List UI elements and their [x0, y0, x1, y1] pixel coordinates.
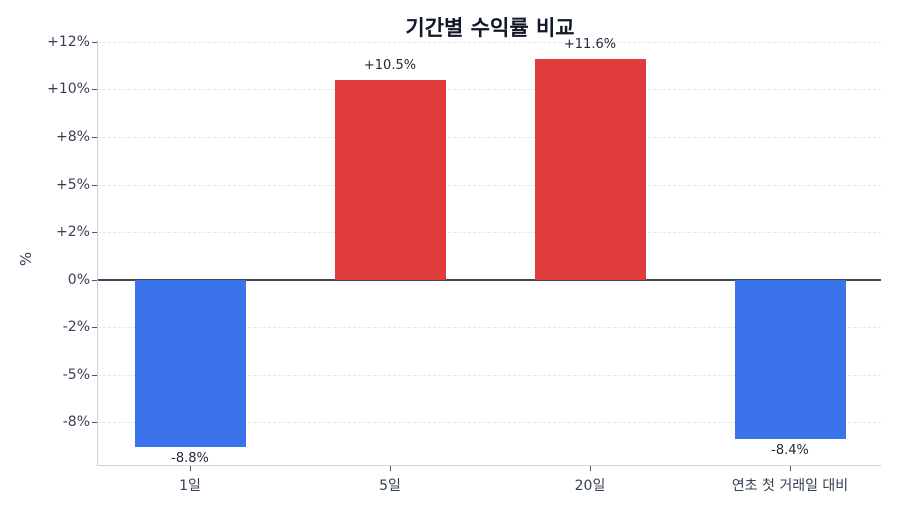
gridline — [98, 374, 881, 376]
y-tick-mark — [92, 136, 97, 138]
x-tick-label: 20일 — [574, 478, 606, 494]
chart-title: 기간별 수익률 비교 — [405, 16, 575, 40]
bar-value-label: -8.4% — [771, 443, 809, 459]
y-tick-mark — [92, 232, 97, 234]
gridline — [98, 327, 881, 329]
y-tick-mark — [92, 327, 97, 329]
bar-negative — [734, 279, 846, 440]
gridline — [98, 136, 881, 138]
y-tick-mark — [92, 89, 97, 91]
y-tick-mark — [92, 422, 97, 424]
x-tick-mark — [790, 466, 791, 471]
y-axis-line — [97, 40, 98, 466]
y-axis-label: % — [17, 251, 35, 267]
zero-line — [98, 278, 881, 281]
gridline — [98, 232, 881, 234]
x-tick-mark — [190, 466, 191, 471]
gridline — [98, 89, 881, 91]
plot-area: +12% +10% +8% +5% +2% 0% -2% -5% -8% -8.8% 1일 +10.5… — [47, 34, 881, 494]
bar-value-label: +11.6% — [563, 37, 617, 53]
y-tick-mark — [92, 374, 97, 376]
y-tick-label: +2% — [56, 224, 90, 241]
gridline — [98, 422, 881, 424]
bar-value-label: +10.5% — [363, 57, 417, 73]
x-tick-label: 5일 — [379, 478, 401, 494]
y-tick-label: +10% — [47, 81, 90, 98]
bar-value-label: -8.8% — [171, 450, 209, 466]
y-tick-label: +5% — [56, 176, 90, 193]
bar-negative — [134, 279, 246, 447]
y-tick-label: -5% — [62, 366, 90, 383]
x-tick-mark — [390, 466, 391, 471]
x-tick-label: 1일 — [179, 478, 201, 494]
y-tick-label: +12% — [47, 33, 90, 50]
y-tick-mark — [92, 41, 97, 43]
gridline — [98, 41, 881, 43]
x-tick-label: 연초 첫 거래일 대비 — [731, 478, 849, 494]
y-tick-mark — [92, 184, 97, 186]
bar-positive — [534, 59, 646, 280]
x-axis-line — [97, 465, 881, 466]
gridline — [98, 184, 881, 186]
bar-positive — [334, 79, 446, 280]
y-tick-label: -8% — [62, 414, 90, 431]
x-tick-mark — [590, 466, 591, 471]
y-tick-label: 0% — [67, 271, 90, 288]
y-tick-label: +8% — [56, 128, 90, 145]
y-tick-mark — [92, 279, 97, 281]
y-tick-label: -2% — [62, 319, 90, 336]
